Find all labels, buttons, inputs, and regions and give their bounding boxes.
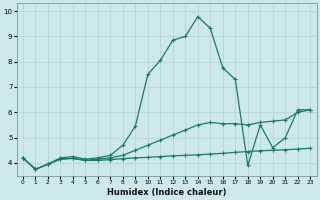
X-axis label: Humidex (Indice chaleur): Humidex (Indice chaleur) [107, 188, 226, 197]
